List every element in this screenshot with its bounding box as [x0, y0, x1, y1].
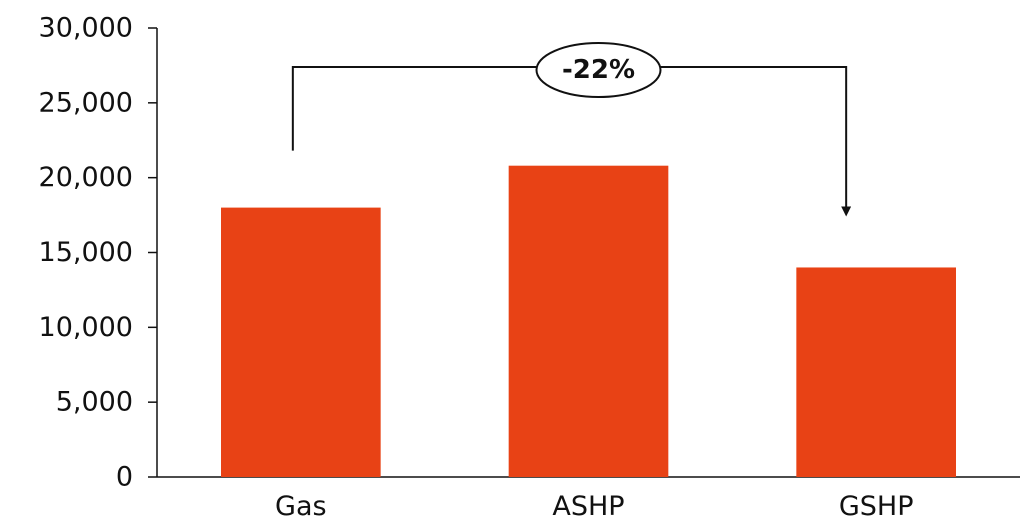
bar-ashp [508, 165, 669, 477]
bar-gas [221, 207, 381, 477]
annotation-bubble [535, 42, 662, 98]
y-tick-label: 5,000 [56, 387, 133, 418]
y-tick-label: 15,000 [39, 237, 133, 268]
y-axis: 0 5,000 10,000 15,000 20,000 25,000 30,000 [39, 13, 158, 493]
y-tick-label: 10,000 [39, 312, 133, 343]
y-tick-label: 20,000 [39, 162, 133, 193]
x-category-label: Gas [275, 491, 327, 522]
annotation-label: -22% [562, 55, 635, 85]
bar-gshp [796, 267, 956, 477]
bars [221, 165, 956, 477]
x-category-label: ASHP [552, 491, 624, 522]
y-tick-label: 0 [116, 462, 133, 493]
x-axis: Gas ASHP GSHP [157, 476, 1020, 522]
x-category-label: GSHP [839, 491, 914, 522]
y-tick-label: 25,000 [39, 87, 133, 118]
y-tick-label: 30,000 [39, 13, 133, 44]
change-annotation: -22% [291, 42, 852, 217]
